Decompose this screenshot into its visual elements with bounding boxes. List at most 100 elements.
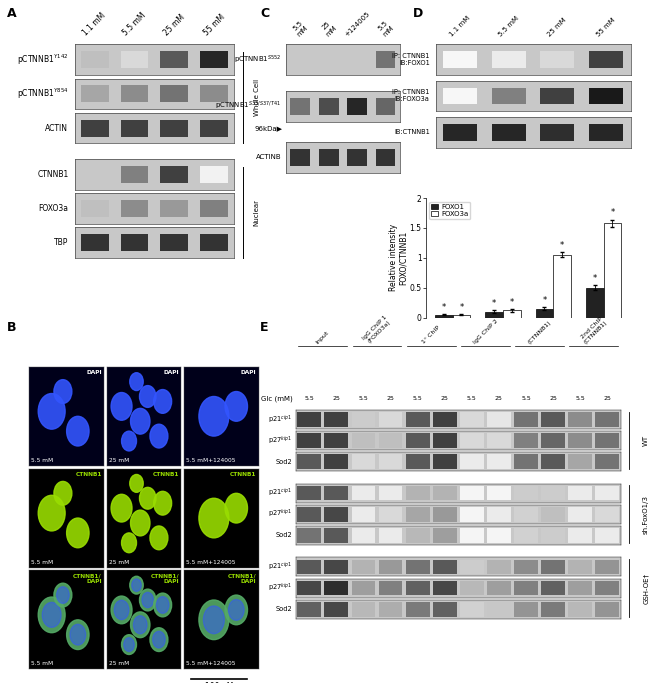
Bar: [514, 581, 538, 596]
Text: D: D: [413, 7, 423, 20]
Text: 2nd ChIP
(CTNNB1): 2nd ChIP (CTNNB1): [579, 316, 608, 345]
Bar: [324, 602, 348, 617]
Text: CTNNB1: CTNNB1: [37, 170, 68, 179]
Bar: [406, 433, 430, 448]
Bar: [406, 454, 430, 469]
Bar: [120, 166, 148, 183]
Bar: [452, 315, 470, 318]
Text: 55 mM: 55 mM: [595, 16, 617, 38]
Text: CTNNB1/
DAPI: CTNNB1/ DAPI: [73, 573, 102, 584]
Circle shape: [66, 620, 89, 650]
Bar: [298, 454, 321, 469]
Circle shape: [142, 592, 153, 608]
Bar: [200, 85, 228, 102]
Bar: [568, 602, 592, 617]
Bar: [352, 507, 376, 522]
Bar: [81, 234, 109, 251]
Text: 1.1 mM: 1.1 mM: [448, 15, 471, 38]
Bar: [487, 559, 511, 574]
Bar: [378, 486, 402, 501]
Bar: [460, 528, 484, 543]
Circle shape: [199, 499, 229, 538]
Text: 5.5 mM: 5.5 mM: [31, 458, 53, 463]
Circle shape: [122, 431, 136, 451]
Bar: [460, 486, 484, 501]
Circle shape: [130, 373, 143, 391]
Text: WT: WT: [643, 435, 649, 446]
Bar: [595, 454, 619, 469]
Bar: [352, 602, 376, 617]
Circle shape: [111, 494, 132, 522]
Bar: [298, 559, 321, 574]
Bar: [568, 507, 592, 522]
Text: 25 mM: 25 mM: [109, 661, 129, 667]
Bar: [595, 433, 619, 448]
Text: IB:CTNNB1: IB:CTNNB1: [394, 129, 430, 135]
Circle shape: [228, 600, 244, 620]
Text: p21$^{cip1}$: p21$^{cip1}$: [268, 487, 292, 499]
Bar: [81, 120, 109, 137]
Bar: [352, 486, 376, 501]
Bar: [514, 433, 538, 448]
Text: *: *: [492, 299, 497, 308]
Y-axis label: Relative intensity
FOXO/CTNNB1: Relative intensity FOXO/CTNNB1: [389, 224, 408, 292]
Bar: [433, 433, 456, 448]
Bar: [352, 412, 376, 427]
Bar: [291, 98, 310, 115]
Bar: [200, 200, 228, 217]
Circle shape: [140, 488, 156, 509]
Text: *: *: [460, 303, 463, 311]
Bar: [541, 581, 565, 596]
Circle shape: [153, 631, 165, 648]
Bar: [568, 528, 592, 543]
Bar: [514, 528, 538, 543]
Bar: [352, 559, 376, 574]
Bar: [514, 412, 538, 427]
Bar: [81, 51, 109, 68]
Text: 96kDa▶: 96kDa▶: [255, 125, 283, 131]
Bar: [200, 51, 228, 68]
Bar: [298, 412, 321, 427]
Text: *: *: [593, 274, 597, 283]
Bar: [161, 234, 188, 251]
Circle shape: [42, 602, 61, 628]
Text: A: A: [6, 7, 16, 20]
Text: p21$^{cip1}$: p21$^{cip1}$: [268, 561, 292, 573]
Bar: [487, 528, 511, 543]
Text: 5.5: 5.5: [575, 396, 585, 402]
Bar: [298, 486, 321, 501]
Bar: [595, 559, 619, 574]
Circle shape: [131, 510, 150, 536]
Bar: [200, 120, 228, 137]
Bar: [433, 412, 456, 427]
Bar: [487, 454, 511, 469]
Text: pCTNNB1$^{S33/S37/T41}$: pCTNNB1$^{S33/S37/T41}$: [215, 100, 281, 113]
Circle shape: [111, 393, 132, 420]
Circle shape: [124, 638, 135, 652]
Text: 5.5 mM+124005: 5.5 mM+124005: [186, 458, 236, 463]
Bar: [460, 433, 484, 448]
Bar: [347, 149, 367, 166]
Bar: [298, 433, 321, 448]
Bar: [487, 412, 511, 427]
Circle shape: [54, 482, 72, 505]
Bar: [433, 559, 456, 574]
Bar: [376, 51, 395, 68]
Circle shape: [114, 600, 129, 619]
Bar: [595, 412, 619, 427]
Text: 5.5 mM: 5.5 mM: [497, 15, 520, 38]
Bar: [541, 433, 565, 448]
Bar: [318, 149, 339, 166]
Bar: [568, 454, 592, 469]
Bar: [378, 433, 402, 448]
Bar: [406, 602, 430, 617]
Text: 25: 25: [332, 396, 341, 402]
Text: 25: 25: [387, 396, 395, 402]
Text: 5.5 mM+124005: 5.5 mM+124005: [186, 661, 236, 667]
Bar: [378, 602, 402, 617]
Text: FOXO3a: FOXO3a: [38, 204, 68, 213]
Circle shape: [199, 600, 229, 639]
Bar: [81, 85, 109, 102]
Bar: [352, 454, 376, 469]
Text: *: *: [542, 296, 547, 305]
